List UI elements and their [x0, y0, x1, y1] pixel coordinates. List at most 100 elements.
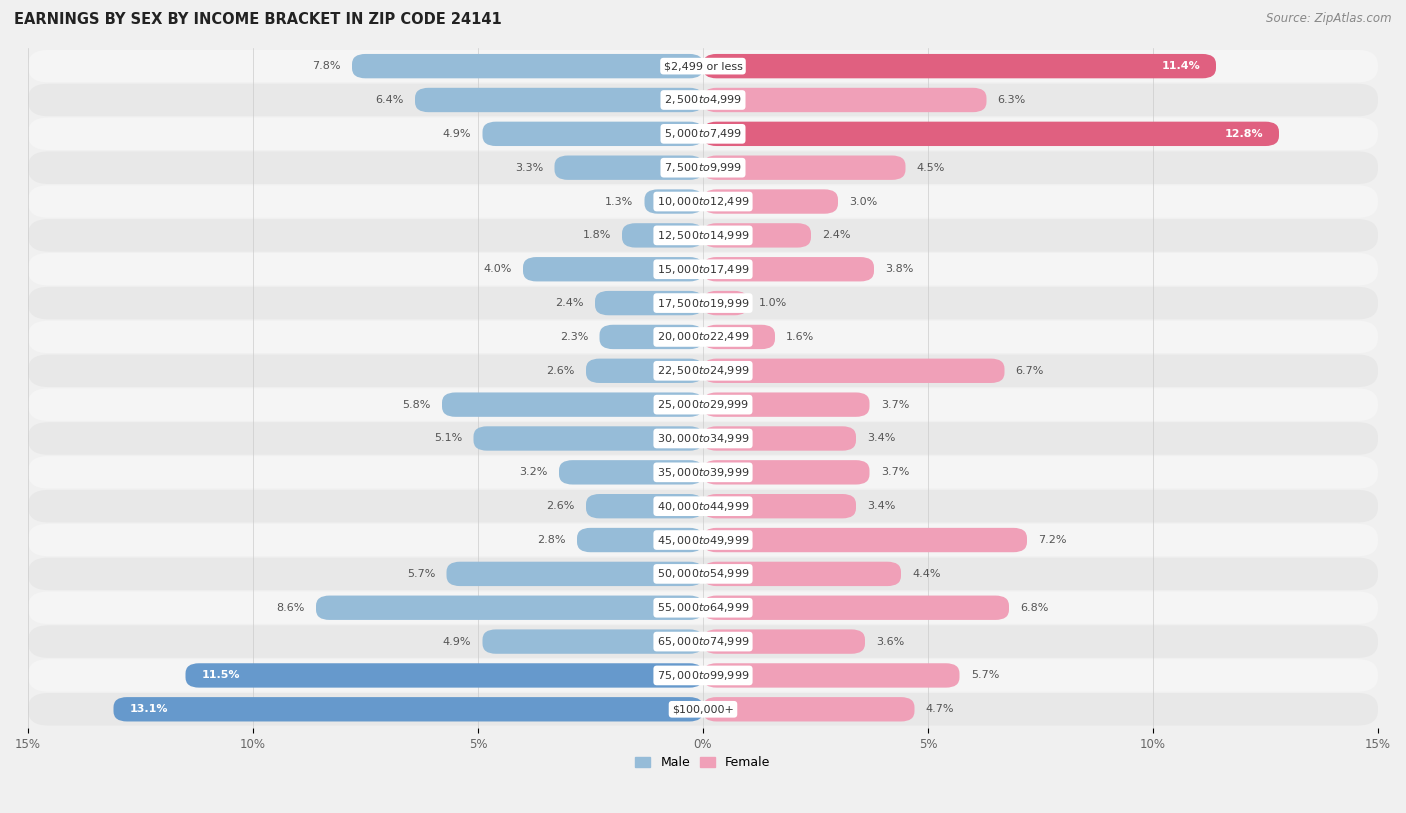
FancyBboxPatch shape	[28, 693, 1378, 725]
Text: 3.0%: 3.0%	[849, 197, 877, 207]
FancyBboxPatch shape	[28, 287, 1378, 320]
FancyBboxPatch shape	[523, 257, 703, 281]
Text: 6.8%: 6.8%	[1021, 602, 1049, 613]
FancyBboxPatch shape	[703, 224, 811, 248]
FancyBboxPatch shape	[28, 151, 1378, 184]
Text: 2.6%: 2.6%	[547, 366, 575, 376]
Text: $75,000 to $99,999: $75,000 to $99,999	[657, 669, 749, 682]
Text: 12.8%: 12.8%	[1225, 128, 1263, 139]
FancyBboxPatch shape	[28, 118, 1378, 150]
Text: 2.8%: 2.8%	[537, 535, 565, 545]
Text: 3.6%: 3.6%	[876, 637, 904, 646]
Text: 2.4%: 2.4%	[555, 298, 583, 308]
FancyBboxPatch shape	[482, 122, 703, 146]
Text: 3.2%: 3.2%	[519, 467, 548, 477]
Text: $12,500 to $14,999: $12,500 to $14,999	[657, 229, 749, 242]
FancyBboxPatch shape	[28, 354, 1378, 387]
FancyBboxPatch shape	[28, 220, 1378, 252]
Text: 4.7%: 4.7%	[925, 704, 955, 715]
FancyBboxPatch shape	[28, 185, 1378, 218]
Text: 11.4%: 11.4%	[1161, 61, 1201, 72]
FancyBboxPatch shape	[599, 324, 703, 349]
Text: 5.7%: 5.7%	[406, 569, 436, 579]
FancyBboxPatch shape	[703, 359, 1004, 383]
Text: $40,000 to $44,999: $40,000 to $44,999	[657, 500, 749, 513]
Text: 4.4%: 4.4%	[912, 569, 941, 579]
Text: 3.7%: 3.7%	[880, 467, 910, 477]
Text: 5.8%: 5.8%	[402, 400, 430, 410]
FancyBboxPatch shape	[28, 389, 1378, 421]
FancyBboxPatch shape	[114, 697, 703, 721]
FancyBboxPatch shape	[441, 393, 703, 417]
Text: 5.7%: 5.7%	[970, 671, 1000, 680]
Text: $15,000 to $17,499: $15,000 to $17,499	[657, 263, 749, 276]
Text: $55,000 to $64,999: $55,000 to $64,999	[657, 602, 749, 615]
Text: $10,000 to $12,499: $10,000 to $12,499	[657, 195, 749, 208]
FancyBboxPatch shape	[28, 320, 1378, 353]
Text: $2,500 to $4,999: $2,500 to $4,999	[664, 93, 742, 107]
Text: 13.1%: 13.1%	[129, 704, 167, 715]
FancyBboxPatch shape	[703, 663, 959, 688]
Text: 3.4%: 3.4%	[868, 501, 896, 511]
FancyBboxPatch shape	[703, 88, 987, 112]
FancyBboxPatch shape	[703, 54, 1216, 78]
FancyBboxPatch shape	[703, 460, 869, 485]
FancyBboxPatch shape	[482, 629, 703, 654]
Text: $100,000+: $100,000+	[672, 704, 734, 715]
Text: $5,000 to $7,499: $5,000 to $7,499	[664, 128, 742, 141]
Text: 1.6%: 1.6%	[786, 332, 814, 342]
FancyBboxPatch shape	[28, 490, 1378, 523]
Text: 2.4%: 2.4%	[823, 230, 851, 241]
Text: $20,000 to $22,499: $20,000 to $22,499	[657, 330, 749, 343]
Text: $35,000 to $39,999: $35,000 to $39,999	[657, 466, 749, 479]
FancyBboxPatch shape	[703, 562, 901, 586]
Text: $2,499 or less: $2,499 or less	[664, 61, 742, 72]
Text: 4.9%: 4.9%	[443, 128, 471, 139]
Text: EARNINGS BY SEX BY INCOME BRACKET IN ZIP CODE 24141: EARNINGS BY SEX BY INCOME BRACKET IN ZIP…	[14, 12, 502, 27]
FancyBboxPatch shape	[28, 659, 1378, 692]
FancyBboxPatch shape	[28, 592, 1378, 624]
FancyBboxPatch shape	[703, 426, 856, 450]
FancyBboxPatch shape	[28, 84, 1378, 116]
FancyBboxPatch shape	[415, 88, 703, 112]
FancyBboxPatch shape	[644, 189, 703, 214]
Text: 3.8%: 3.8%	[886, 264, 914, 274]
Text: 4.9%: 4.9%	[443, 637, 471, 646]
FancyBboxPatch shape	[586, 494, 703, 519]
Legend: Male, Female: Male, Female	[636, 756, 770, 769]
FancyBboxPatch shape	[703, 596, 1010, 620]
FancyBboxPatch shape	[28, 253, 1378, 285]
Text: 7.2%: 7.2%	[1038, 535, 1067, 545]
Text: $30,000 to $34,999: $30,000 to $34,999	[657, 432, 749, 445]
FancyBboxPatch shape	[28, 524, 1378, 556]
FancyBboxPatch shape	[316, 596, 703, 620]
FancyBboxPatch shape	[28, 558, 1378, 590]
FancyBboxPatch shape	[703, 155, 905, 180]
FancyBboxPatch shape	[474, 426, 703, 450]
Text: 3.4%: 3.4%	[868, 433, 896, 443]
FancyBboxPatch shape	[28, 625, 1378, 658]
FancyBboxPatch shape	[28, 50, 1378, 82]
Text: 2.6%: 2.6%	[547, 501, 575, 511]
Text: 4.0%: 4.0%	[484, 264, 512, 274]
Text: 6.7%: 6.7%	[1015, 366, 1045, 376]
FancyBboxPatch shape	[703, 291, 748, 315]
FancyBboxPatch shape	[703, 324, 775, 349]
Text: 6.4%: 6.4%	[375, 95, 404, 105]
FancyBboxPatch shape	[703, 189, 838, 214]
FancyBboxPatch shape	[703, 257, 875, 281]
Text: $25,000 to $29,999: $25,000 to $29,999	[657, 398, 749, 411]
Text: 5.1%: 5.1%	[434, 433, 463, 443]
Text: 6.3%: 6.3%	[998, 95, 1026, 105]
Text: 3.7%: 3.7%	[880, 400, 910, 410]
Text: $7,500 to $9,999: $7,500 to $9,999	[664, 161, 742, 174]
Text: 3.3%: 3.3%	[515, 163, 543, 172]
Text: 7.8%: 7.8%	[312, 61, 340, 72]
FancyBboxPatch shape	[595, 291, 703, 315]
FancyBboxPatch shape	[352, 54, 703, 78]
FancyBboxPatch shape	[703, 393, 869, 417]
Text: 2.3%: 2.3%	[560, 332, 588, 342]
FancyBboxPatch shape	[560, 460, 703, 485]
Text: 1.3%: 1.3%	[605, 197, 633, 207]
FancyBboxPatch shape	[703, 494, 856, 519]
